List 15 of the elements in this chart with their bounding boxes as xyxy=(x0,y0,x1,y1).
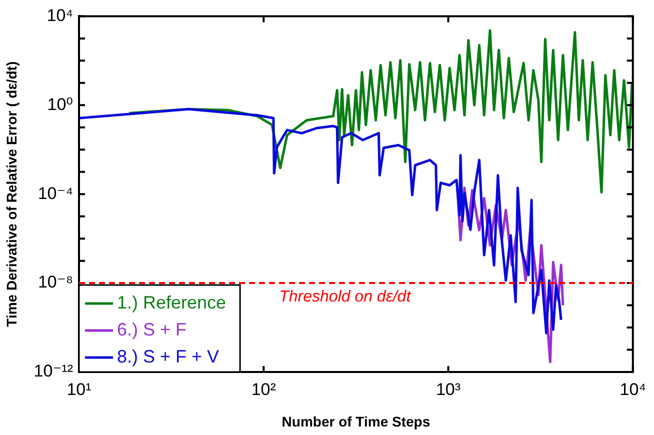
legend-label: 1.) Reference xyxy=(117,292,226,312)
y-axis-title: Time Derivative of Relative Error ( dε/dt) xyxy=(3,61,20,327)
legend-label: 8.) S + F + V xyxy=(117,346,220,366)
x-tick-label: 10⁴ xyxy=(620,380,646,399)
x-tick-label: 10¹ xyxy=(66,380,92,399)
y-tick-label: 10⁻⁸ xyxy=(38,272,73,292)
x-axis-title: Number of Time Steps xyxy=(282,413,430,430)
x-tick-label: 10³ xyxy=(436,380,461,399)
ref-line-label: Threshold on dε/dt xyxy=(279,288,412,306)
y-tick-label: 10⁻⁴ xyxy=(38,184,73,203)
legend-label: 6.) S + F xyxy=(117,319,187,340)
y-tick-label: 10⁰ xyxy=(47,94,74,114)
y-tick-label: 10⁻¹² xyxy=(34,362,74,381)
y-tick-label: 10⁴ xyxy=(46,6,73,25)
x-tick-label: 10² xyxy=(251,380,276,399)
